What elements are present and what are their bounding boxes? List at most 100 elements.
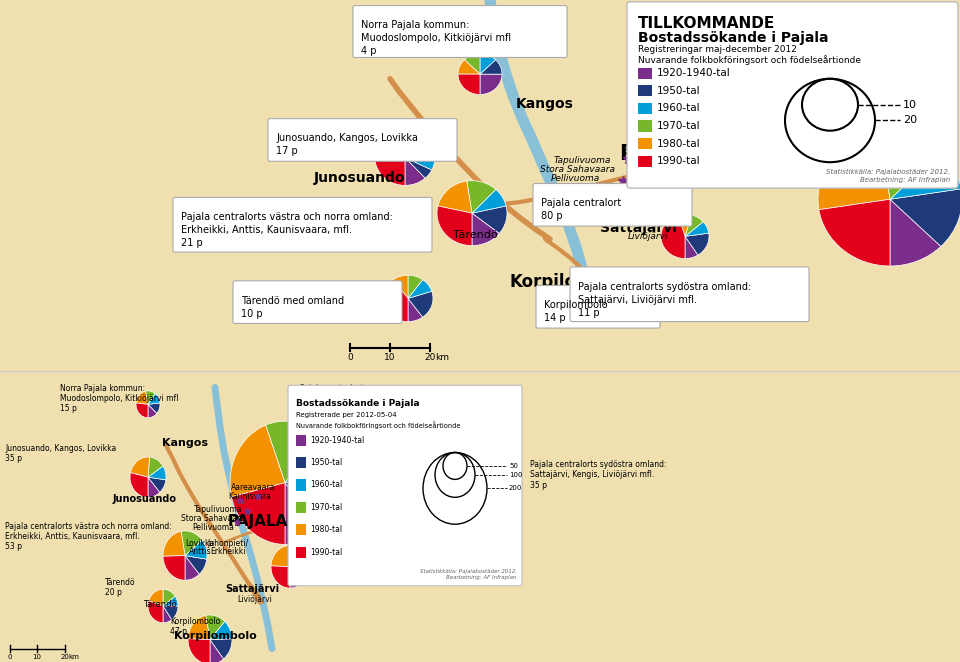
Text: Liviöjärvi: Liviöjärvi (237, 594, 273, 604)
Text: Erkheikki, Anttis, Kaunisvaara, mfl.: Erkheikki, Anttis, Kaunisvaara, mfl. (181, 225, 352, 235)
Wedge shape (290, 566, 309, 583)
Wedge shape (181, 531, 203, 555)
Wedge shape (288, 545, 303, 567)
Wedge shape (405, 134, 434, 158)
Wedge shape (890, 199, 941, 266)
Wedge shape (271, 566, 290, 588)
Text: Tapulivuoma: Tapulivuoma (194, 505, 242, 514)
Text: Sattajärvi: Sattajärvi (225, 584, 279, 594)
Text: 1980-tal: 1980-tal (310, 526, 342, 534)
Wedge shape (467, 181, 495, 213)
Text: Pellivuoma: Pellivuoma (550, 174, 600, 183)
Wedge shape (285, 434, 340, 483)
Wedge shape (188, 639, 210, 662)
Wedge shape (290, 552, 309, 567)
Text: 1920-1940-tal: 1920-1940-tal (657, 68, 731, 78)
Wedge shape (285, 483, 322, 544)
FancyBboxPatch shape (533, 183, 692, 226)
FancyBboxPatch shape (288, 385, 522, 586)
Text: Tapulivuoma: Tapulivuoma (553, 156, 611, 165)
Wedge shape (890, 189, 960, 246)
Text: Erkheikki: Erkheikki (210, 547, 246, 555)
Wedge shape (136, 403, 148, 418)
Wedge shape (437, 206, 472, 246)
FancyBboxPatch shape (570, 267, 809, 322)
Text: Stora Sahavaara: Stora Sahavaara (181, 514, 245, 523)
Text: 1980-tal: 1980-tal (657, 138, 701, 149)
FancyBboxPatch shape (296, 524, 306, 536)
Text: 17 p: 17 p (276, 146, 298, 156)
Text: 47 p: 47 p (170, 628, 187, 636)
Text: 1970-tal: 1970-tal (310, 503, 343, 512)
Text: 15 p: 15 p (60, 404, 77, 413)
Wedge shape (458, 74, 480, 95)
Text: 10: 10 (384, 353, 396, 362)
Wedge shape (163, 589, 175, 606)
FancyBboxPatch shape (627, 2, 958, 188)
FancyBboxPatch shape (296, 479, 306, 491)
Text: 200: 200 (509, 485, 522, 491)
FancyBboxPatch shape (296, 502, 306, 513)
Text: Sahavaara: Sahavaara (648, 165, 696, 174)
Text: Sattajärvi, Liviöjärvi mfl.: Sattajärvi, Liviöjärvi mfl. (578, 295, 697, 305)
Text: Anttis: Anttis (550, 200, 576, 209)
Text: Muodoslompolo, Kitkiöjärvi mfl: Muodoslompolo, Kitkiöjärvi mfl (361, 33, 511, 44)
Wedge shape (266, 421, 319, 483)
Text: Statistikkälla: Pajalabostäder 2012.
Bearbetning: AF Infraplan: Statistikkälla: Pajalabostäder 2012. Bea… (420, 569, 517, 580)
Text: 1990-tal: 1990-tal (310, 547, 343, 557)
Text: 1960-tal: 1960-tal (657, 103, 701, 113)
Text: Junosuando: Junosuando (113, 494, 177, 504)
Wedge shape (163, 532, 185, 556)
Wedge shape (148, 477, 160, 497)
Wedge shape (620, 301, 646, 324)
Wedge shape (678, 214, 692, 236)
Wedge shape (438, 181, 472, 213)
Text: Korpilombolo: Korpilombolo (544, 301, 608, 310)
Text: Anttis: Anttis (189, 547, 211, 555)
FancyBboxPatch shape (296, 547, 306, 558)
Text: Pajala centralorts sydöstra omland:: Pajala centralorts sydöstra omland: (530, 460, 666, 469)
Wedge shape (149, 589, 163, 606)
Text: 1960-tal: 1960-tal (310, 481, 343, 489)
Text: Junosuando, Kangos, Lovikka: Junosuando, Kangos, Lovikka (5, 444, 116, 453)
Wedge shape (231, 483, 285, 544)
Wedge shape (285, 478, 340, 529)
Wedge shape (472, 189, 506, 213)
Wedge shape (136, 391, 148, 404)
FancyBboxPatch shape (638, 85, 652, 97)
Wedge shape (148, 457, 163, 477)
Text: Lovikka: Lovikka (546, 193, 580, 202)
Text: 20 p: 20 p (105, 588, 122, 597)
FancyBboxPatch shape (638, 156, 652, 167)
Text: Tärendö med omland: Tärendö med omland (241, 296, 344, 306)
Text: 50: 50 (509, 463, 517, 469)
Text: PAJALA: PAJALA (618, 144, 702, 164)
Text: 10: 10 (33, 654, 41, 660)
Wedge shape (685, 215, 703, 236)
Wedge shape (472, 213, 499, 246)
Text: Erkheikki, Anttis, Kaunisvaara, mfl.: Erkheikki, Anttis, Kaunisvaara, mfl. (5, 532, 140, 541)
Text: 1950-tal: 1950-tal (657, 86, 701, 96)
FancyBboxPatch shape (638, 103, 652, 114)
Text: Kaunisvara: Kaunisvara (647, 158, 697, 167)
Text: Tärendö: Tärendö (453, 230, 497, 240)
Wedge shape (593, 296, 620, 326)
Wedge shape (290, 567, 302, 588)
Wedge shape (819, 199, 890, 266)
Wedge shape (131, 457, 150, 477)
Text: 1950-tal: 1950-tal (310, 458, 343, 467)
Text: Pajala centralort: Pajala centralort (300, 384, 364, 393)
Text: Pajala centralorts sydöstra omland:: Pajala centralorts sydöstra omland: (578, 282, 752, 292)
FancyBboxPatch shape (638, 138, 652, 149)
Text: Registrerade per 2012-05-04: Registrerade per 2012-05-04 (296, 412, 396, 418)
FancyBboxPatch shape (638, 120, 652, 132)
Text: 20: 20 (903, 115, 917, 126)
Text: 21 p: 21 p (181, 238, 203, 248)
Wedge shape (185, 555, 200, 580)
Text: 10 p: 10 p (241, 308, 263, 318)
Wedge shape (185, 540, 207, 559)
FancyBboxPatch shape (638, 68, 652, 79)
Wedge shape (148, 404, 156, 418)
Wedge shape (480, 74, 502, 95)
Text: km: km (68, 654, 79, 660)
